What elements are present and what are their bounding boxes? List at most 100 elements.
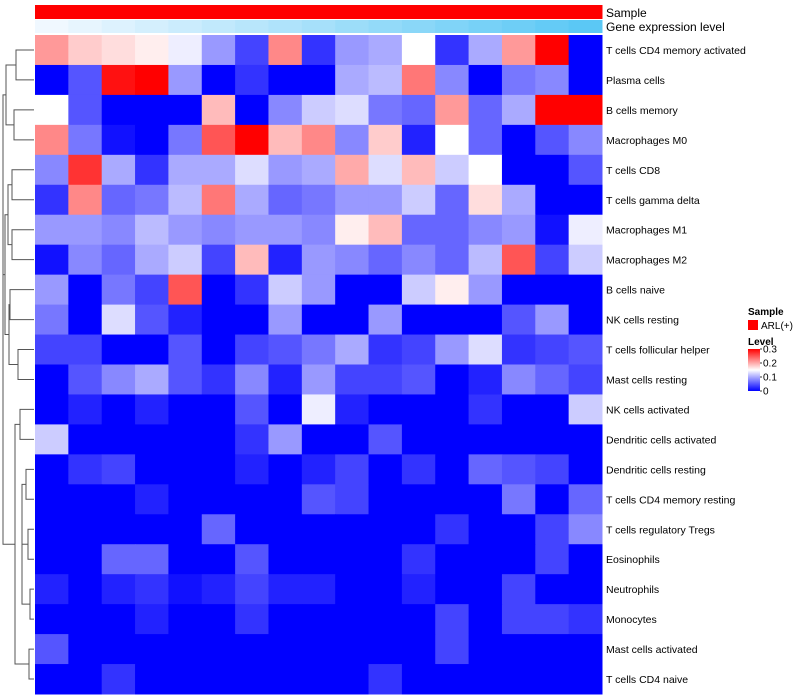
heatmap-cell [568,35,603,66]
heatmap-cell [501,394,536,425]
heatmap-cell [535,364,570,395]
dendrogram-branch [25,468,34,500]
heatmap-cell [135,94,169,126]
heatmap-cell [201,94,236,126]
heatmap-cell [568,214,603,246]
heatmap-cell [335,244,370,276]
heatmap-cell [335,124,370,156]
heatmap-cell [335,35,370,66]
heatmap-cell [201,214,236,246]
heatmap-cell [68,574,103,605]
heatmap-cell [535,35,570,66]
legend-sample-title: Sample [748,307,784,318]
heatmap-cell [468,544,503,575]
heatmap-cell [301,364,336,395]
heatmap-cell [168,214,203,246]
heatmap-cell [68,634,103,665]
heatmap-cell [568,304,603,336]
heatmap-cell [68,604,103,635]
heatmap-cell [468,604,503,635]
heatmap-cell [335,454,370,485]
heatmap-cell [335,304,370,336]
heatmap-cell [401,394,436,425]
annotation-expression-cell [101,20,136,33]
heatmap-cell [268,184,303,216]
heatmap-cell [235,454,269,485]
annotation-expression-cell [135,20,169,33]
heatmap-cell [468,634,503,665]
heatmap-cell [301,544,336,575]
heatmap-cell [235,394,269,425]
heatmap-cell [68,214,103,246]
heatmap-cell [568,634,603,665]
row-label: Plasma cells [606,75,665,87]
heatmap-cell [435,394,470,425]
heatmap-cell [368,304,403,336]
heatmap-cell [568,184,603,216]
heatmap-cell [468,364,503,395]
heatmap-cell [235,244,269,276]
heatmap-cell [201,364,236,395]
heatmap-cell [435,214,470,246]
heatmap-cell [301,424,336,455]
heatmap-cell [135,634,169,665]
heatmap-cell [235,544,269,575]
heatmap-cells [35,35,603,695]
heatmap-cell [401,454,436,485]
heatmap-cell [368,154,403,186]
heatmap-cell [335,514,370,545]
heatmap-cell [501,35,536,66]
heatmap-cell [168,274,203,306]
heatmap-cell [501,664,536,695]
heatmap-cell [235,64,269,96]
heatmap-cell [301,184,336,216]
heatmap-cell [35,35,69,66]
heatmap-cell [501,454,536,485]
heatmap-cell [201,484,236,515]
heatmap-cell [101,304,136,336]
heatmap-cell [535,634,570,665]
heatmap-cell [68,454,103,485]
annotation-sample-cell [301,5,336,19]
heatmap-cell [135,244,169,276]
heatmap-cell [301,244,336,276]
row-label: Dendritic cells resting [606,464,706,476]
heatmap-cell [468,124,503,156]
heatmap-cell [401,184,436,216]
heatmap-cell [335,364,370,395]
annotation-sample-cell [535,5,570,19]
heatmap-cell [568,334,603,365]
heatmap-cell [235,154,269,186]
heatmap-cell [235,634,269,665]
annotation-sample-cell [101,5,136,19]
heatmap-cell [135,184,169,216]
heatmap-cell [368,364,403,395]
row-label: T cells CD4 memory resting [606,494,735,506]
heatmap-cell [235,214,269,246]
heatmap-cell [335,544,370,575]
heatmap-cell [201,35,236,66]
heatmap-cell [535,244,570,276]
heatmap-cell [101,244,136,276]
heatmap-cell [468,454,503,485]
heatmap-cell [435,484,470,515]
heatmap-cell [335,274,370,306]
annotation-label-sample: Sample [606,6,647,20]
heatmap-cell [268,634,303,665]
annotation-sample-cell [235,5,269,19]
heatmap-cell [301,214,336,246]
heatmap-cell [401,424,436,455]
heatmap-cell [535,94,570,126]
heatmap-cell [268,64,303,96]
heatmap-cell [535,274,570,306]
heatmap-cell [168,424,203,455]
heatmap-cell [535,304,570,336]
heatmap-cell [335,484,370,515]
heatmap-cell [401,124,436,156]
heatmap-cell [135,274,169,306]
heatmap-cell [101,154,136,186]
heatmap-cell [168,604,203,635]
legend-level-ticks: 0.3 0.2 0.1 0 [760,345,777,398]
heatmap-cell [268,214,303,246]
heatmap-cell [101,394,136,425]
